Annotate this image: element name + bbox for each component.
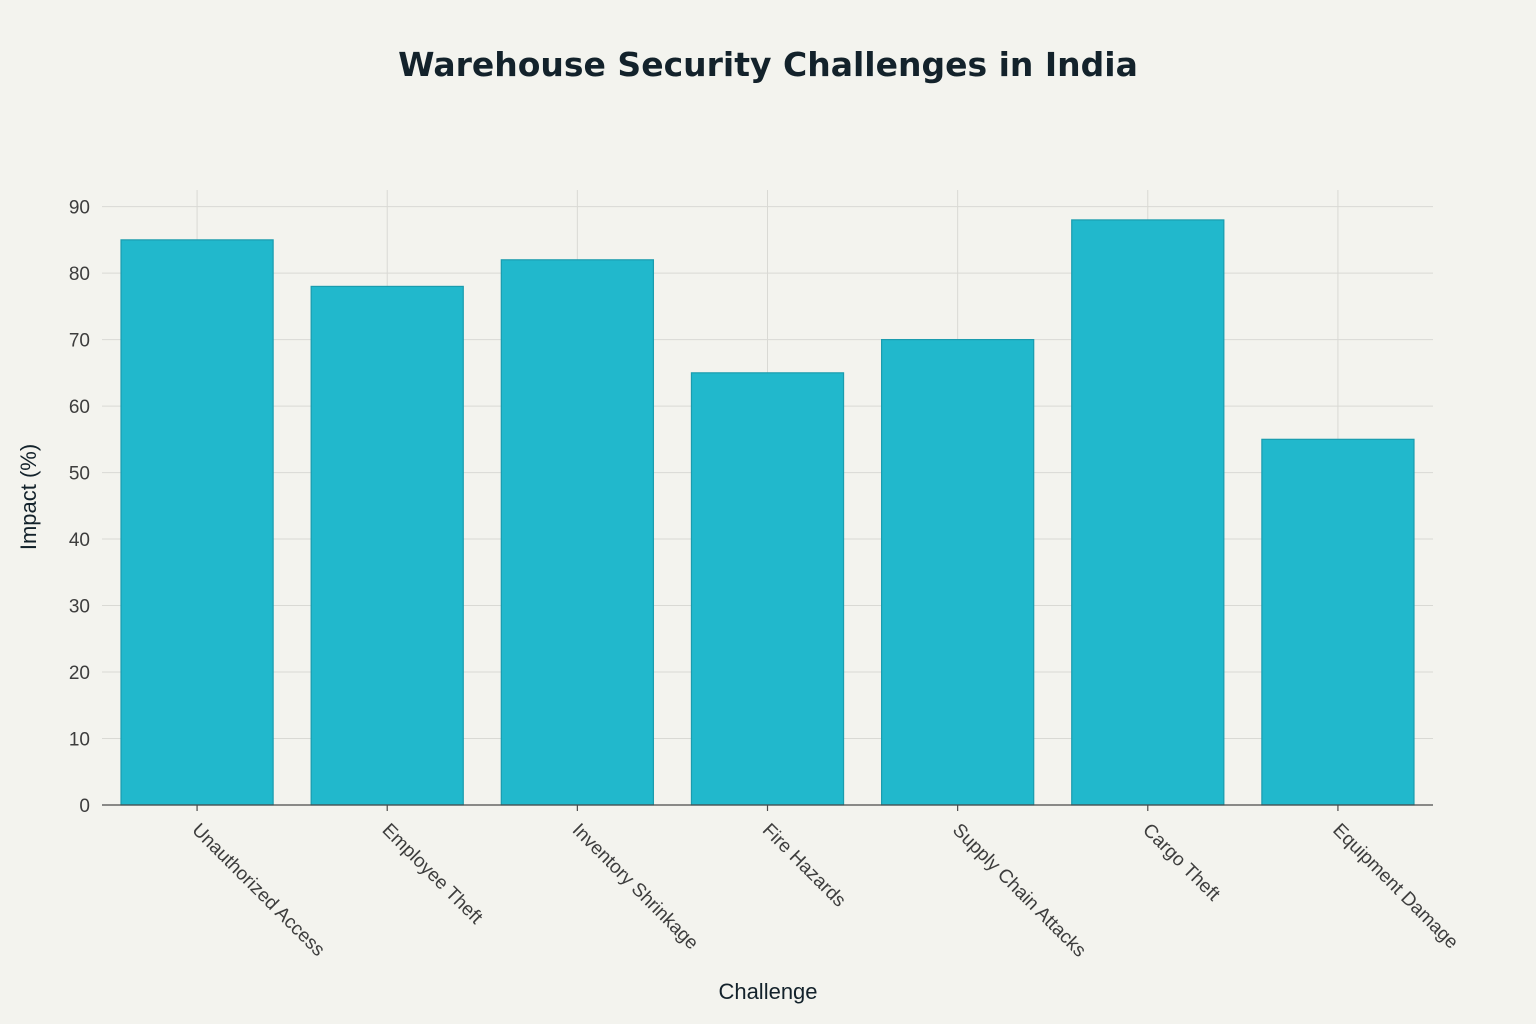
- x-tick-label: Supply Chain Attacks: [948, 820, 1090, 962]
- bar-supply-chain-attacks: [880, 338, 1035, 806]
- y-tick-label: 30: [69, 597, 90, 618]
- bar-cargo-theft: [1071, 219, 1225, 806]
- y-tick-label: 50: [69, 464, 90, 485]
- y-tick-label: 40: [69, 530, 90, 551]
- y-tick-label: 0: [79, 796, 90, 817]
- bar-layer: [120, 219, 1415, 806]
- axis-layer: [102, 804, 1433, 811]
- y-tick-label: 80: [69, 264, 90, 285]
- bar-employee-theft: [310, 285, 464, 806]
- x-tick-label: Employee Theft: [378, 820, 487, 929]
- bar-equipment-damage: [1261, 438, 1415, 806]
- y-tick-labels: 0 10 20 30 40 50 60 70 80 90: [69, 198, 90, 817]
- x-tick-label: Inventory Shrinkage: [568, 820, 702, 954]
- y-tick-label: 90: [69, 198, 90, 219]
- bar-fire-hazards: [690, 372, 845, 806]
- x-tick-labels: Unauthorized Access Employee Theft Invento…: [188, 820, 1462, 962]
- bar-unauthorized-access: [120, 239, 274, 806]
- x-axis-title: Challenge: [718, 979, 817, 1004]
- x-tick-label: Equipment Damage: [1328, 820, 1462, 954]
- y-tick-label: 60: [69, 397, 90, 418]
- x-tick-label: Unauthorized Access: [188, 820, 329, 961]
- y-axis-title: Impact (%): [16, 444, 41, 550]
- chart-title: Warehouse Security Challenges in India: [398, 45, 1138, 84]
- y-tick-label: 20: [69, 663, 90, 684]
- bar-inventory-shrinkage: [500, 259, 655, 806]
- y-tick-label: 10: [69, 730, 90, 751]
- y-tick-label: 70: [69, 331, 90, 352]
- x-tick-label: Fire Hazards: [758, 820, 850, 912]
- x-tick-label: Cargo Theft: [1138, 820, 1224, 906]
